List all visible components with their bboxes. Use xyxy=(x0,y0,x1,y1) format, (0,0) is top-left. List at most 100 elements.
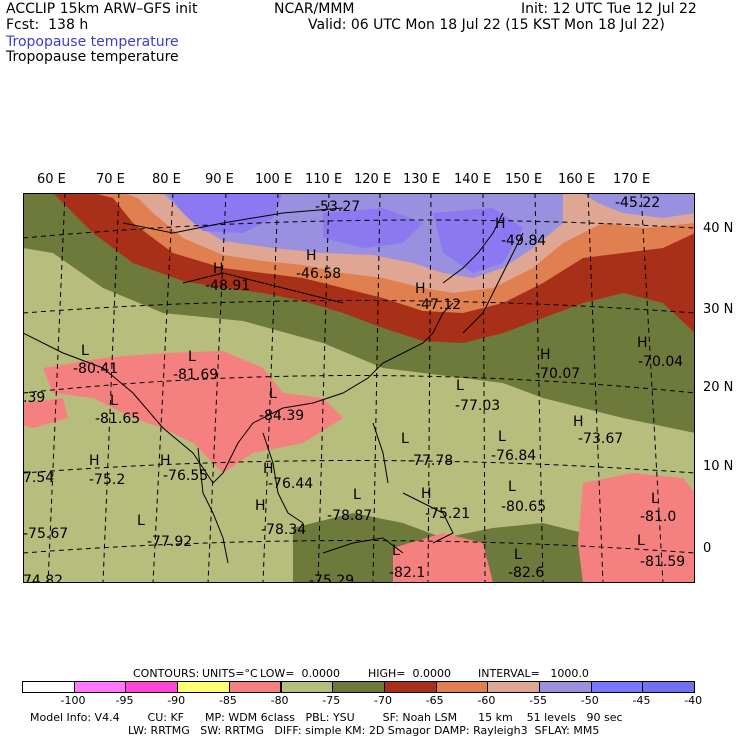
coastlines xyxy=(23,207,524,564)
feature-label: L xyxy=(81,343,89,359)
lon-label: 120 E xyxy=(354,172,392,187)
feature-label: L xyxy=(110,393,118,409)
feature-label: H xyxy=(306,248,317,264)
lon-label: 160 E xyxy=(558,172,596,187)
init-time: Init: 12 UTC Tue 12 Jul 22 xyxy=(521,1,697,17)
feature-label: H xyxy=(213,261,224,277)
color-bar-swatch xyxy=(332,681,385,693)
feature-label: H xyxy=(495,216,506,232)
feature-label: -81.69 xyxy=(173,367,218,383)
color-bar-swatch xyxy=(125,681,179,693)
color-bar-swatch xyxy=(435,681,489,693)
valid-time: Valid: 06 UTC Mon 18 Jul 22 (15 KST Mon … xyxy=(308,17,665,33)
color-bar-tick: -70 xyxy=(374,694,392,707)
feature-label: L xyxy=(498,429,506,445)
feature-label: H xyxy=(573,414,584,430)
feature-label: -78.87 xyxy=(327,508,372,524)
color-bar-swatch xyxy=(590,681,644,693)
color-bar-tick: -100 xyxy=(60,694,86,707)
feature-label: L xyxy=(651,491,659,507)
color-bar-swatch xyxy=(383,681,437,693)
color-bar-tick: -45 xyxy=(632,694,651,707)
lat-label: 10 N xyxy=(703,459,734,474)
feature-label: L xyxy=(637,533,645,549)
feature-label: -70.07 xyxy=(535,366,580,382)
feature-label: L xyxy=(269,386,277,402)
field-title-contour: Tropopause temperature xyxy=(6,49,179,65)
color-bar-tick: -55 xyxy=(529,694,548,707)
pink-region-india xyxy=(43,351,343,473)
organization: NCAR/MMM xyxy=(274,1,355,17)
graticule xyxy=(23,193,695,583)
color-bar-swatch xyxy=(177,681,230,693)
contours-low: LOW= 0.0000 xyxy=(260,667,340,680)
feature-label: -75.21 xyxy=(425,506,470,522)
color-bar-swatch xyxy=(487,681,540,693)
feature-label: -78.34 xyxy=(261,522,306,538)
color-bar-tick: -75 xyxy=(322,694,341,707)
blue-region-japan xyxy=(433,208,523,273)
lon-label: 60 E xyxy=(37,172,66,187)
feature-label: -76.55 xyxy=(163,468,208,484)
color-bar-tick: -85 xyxy=(218,694,237,707)
contours-units: UNITS=°C xyxy=(202,667,258,680)
lon-label: 150 E xyxy=(505,172,543,187)
contours-high: HIGH= 0.0000 xyxy=(368,667,452,680)
feature-label: -77.03 xyxy=(455,398,500,414)
pink-region-west xyxy=(23,398,68,428)
lon-label: 140 E xyxy=(454,172,492,187)
color-bar-tick: -90 xyxy=(167,694,186,707)
feature-label: H xyxy=(89,453,100,469)
feature-label: -46.58 xyxy=(296,266,341,282)
model-title: ACCLIP 15km ARW–GFS init xyxy=(6,1,198,17)
color-bar-swatch xyxy=(73,681,127,693)
color-bar-swatch xyxy=(22,681,75,693)
feature-label: -77.78 xyxy=(408,453,453,469)
lon-label: 90 E xyxy=(205,172,234,187)
feature-label: H xyxy=(637,335,648,351)
lon-label: 70 E xyxy=(96,172,125,187)
feature-label: -75.67 xyxy=(23,526,68,542)
lon-label: 80 E xyxy=(152,172,181,187)
feature-label: -48.91 xyxy=(205,278,250,294)
feature-label: 7.54 xyxy=(23,470,54,486)
lavender-region-east xyxy=(583,193,695,218)
feature-label: L xyxy=(514,547,522,563)
color-bar-swatch xyxy=(539,681,592,693)
feature-label: -80.65 xyxy=(501,499,546,515)
model-info-line1: Model Info: V4.4 CU: KF MP: WDM 6class P… xyxy=(30,711,623,724)
pink-region-equator xyxy=(578,473,695,583)
feature-label: L xyxy=(401,431,409,447)
feature-label: -81.59 xyxy=(640,554,685,570)
feature-label: -81.0 xyxy=(640,509,676,525)
feature-label: -82.6 xyxy=(508,565,544,581)
feature-label: -81.65 xyxy=(95,411,140,427)
feature-label: -49.84 xyxy=(501,233,546,249)
feature-label: H xyxy=(263,461,274,477)
color-bar-tick: -65 xyxy=(425,694,444,707)
lon-label: 170 E xyxy=(613,172,651,187)
color-bar-tick: -95 xyxy=(115,694,134,707)
feature-label: -76.84 xyxy=(491,448,536,464)
color-bar-swatch xyxy=(642,681,696,693)
feature-label: -80.41 xyxy=(73,361,118,377)
feature-label: L xyxy=(508,479,516,495)
feature-label: -75.2 xyxy=(89,472,125,488)
contours-interval: INTERVAL= 1000.0 xyxy=(478,667,589,680)
feature-label: H xyxy=(255,498,266,514)
feature-label: -70.04 xyxy=(638,354,683,370)
contours-label: CONTOURS: xyxy=(133,667,200,680)
feature-label: -82.1 xyxy=(389,565,425,581)
lat-label: 30 N xyxy=(703,302,734,317)
feature-label: L xyxy=(456,378,464,394)
feature-label: -45.22 xyxy=(615,195,660,211)
lat-label: 20 N xyxy=(703,380,734,395)
pink-region-pacific xyxy=(393,533,493,583)
feature-label: -75.29 xyxy=(309,573,354,583)
color-bar-swatch xyxy=(228,681,282,693)
feature-label: L xyxy=(137,513,145,529)
pressure-features: -53.27 -45.22 H -49.84 H -48.91 H -46.58… xyxy=(23,195,685,583)
feature-label: L xyxy=(353,487,361,503)
feature-label: -77.92 xyxy=(147,534,192,550)
tropopause-temperature-map: -53.27 -45.22 H -49.84 H -48.91 H -46.58… xyxy=(23,193,695,583)
